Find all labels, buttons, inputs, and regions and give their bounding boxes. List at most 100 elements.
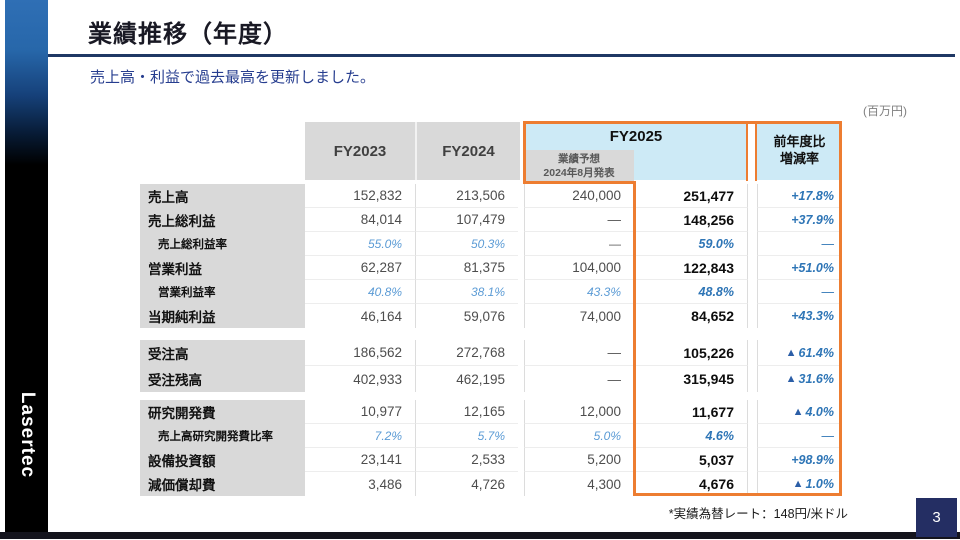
- sidebar-brand-bar: Lasertec: [5, 0, 48, 532]
- decrease-triangle-marker: ▲: [785, 346, 797, 359]
- yoy-cell: —: [757, 424, 842, 448]
- row-label: 営業利益: [140, 256, 305, 280]
- fx-rate-footnote: *実績為替レート：148円/米ドル: [668, 507, 848, 521]
- table-cell: 5.7%: [415, 424, 518, 448]
- table-cell: 12,165: [415, 400, 518, 424]
- table-cell: 81,375: [415, 256, 518, 280]
- table-cell: 43.3%: [524, 280, 634, 304]
- column-gap: [748, 400, 757, 424]
- table-cell: 104,000: [524, 256, 634, 280]
- yoy-cell: +98.9%: [757, 448, 842, 472]
- row-label: 売上高: [140, 184, 305, 208]
- highlight-edge-header-divider2: [755, 121, 757, 181]
- highlight-edge-step: [523, 181, 636, 184]
- table-cell: 213,506: [415, 184, 518, 208]
- highlight-edge-top: [523, 121, 842, 124]
- row-label: 受注高: [140, 340, 305, 366]
- forecast-label-line2: 2024年8月発表: [543, 166, 615, 179]
- table-cell: 48.8%: [634, 280, 748, 304]
- title-underline: [48, 54, 955, 57]
- row-label: 研究開発費: [140, 400, 305, 424]
- yoy-cell: —: [757, 232, 842, 256]
- yoy-cell: ▲ 4.0%: [757, 400, 842, 424]
- table-cell: 40.8%: [305, 280, 415, 304]
- row-label: 設備投資額: [140, 448, 305, 472]
- table-cell: 315,945: [634, 366, 748, 392]
- highlight-edge-left-upper: [523, 121, 526, 183]
- column-gap: [748, 208, 757, 232]
- row-label: 減価償却費: [140, 472, 305, 496]
- table-section-profit: 売上高 152,832 213,506 240,000 251,477 +17.8% 売上総…: [140, 184, 842, 328]
- table-cell: 62,287: [305, 256, 415, 280]
- row-label: 売上高研究開発費比率: [140, 424, 305, 448]
- column-gap: [748, 448, 757, 472]
- table-cell: 23,141: [305, 448, 415, 472]
- page-number-badge: 3: [916, 498, 957, 537]
- table-cell: —: [524, 340, 634, 366]
- highlight-edge-header-divider1: [746, 121, 748, 181]
- table-cell: 462,195: [415, 366, 518, 392]
- yoy-cell: ▲ 31.6%: [757, 366, 842, 392]
- lasertec-logo: Lasertec: [16, 391, 38, 479]
- table-cell: 46,164: [305, 304, 415, 328]
- decrease-triangle-marker: ▲: [792, 405, 804, 418]
- row-label: 当期純利益: [140, 304, 305, 328]
- col-header-forecast: 業績予想 2024年8月発表: [524, 150, 634, 183]
- table-cell: 5,200: [524, 448, 634, 472]
- key-message: 売上高・利益で過去最高を更新しました。: [90, 69, 376, 86]
- table-cell: —: [524, 208, 634, 232]
- row-label: 営業利益率: [140, 280, 305, 304]
- highlight-edge-right: [839, 121, 842, 496]
- table-cell: 251,477: [634, 184, 748, 208]
- table-cell: 148,256: [634, 208, 748, 232]
- column-gap: [748, 280, 757, 304]
- highlight-edge-left-lower: [633, 181, 636, 496]
- table-cell: 240,000: [524, 184, 634, 208]
- column-gap: [748, 340, 757, 366]
- table-cell: —: [524, 366, 634, 392]
- bottom-border-bar: [0, 532, 960, 539]
- yoy-cell: ▲ 61.4%: [757, 340, 842, 366]
- table-cell: 152,832: [305, 184, 415, 208]
- row-label: 受注残高: [140, 366, 305, 392]
- table-cell: 402,933: [305, 366, 415, 392]
- column-gap: [748, 424, 757, 448]
- table-section-investment: 研究開発費 10,977 12,165 12,000 11,677 ▲ 4.0% 売上高研究開…: [140, 400, 842, 496]
- table-cell: 10,977: [305, 400, 415, 424]
- table-cell: 5,037: [634, 448, 748, 472]
- table-cell: 38.1%: [415, 280, 518, 304]
- table-section-orders: 受注高 186,562 272,768—105,226 ▲ 61.4% 受注残高 402,9…: [140, 340, 842, 392]
- column-gap: [748, 256, 757, 280]
- row-label: 売上総利益: [140, 208, 305, 232]
- yoy-cell: +43.3%: [757, 304, 842, 328]
- table-cell: 7.2%: [305, 424, 415, 448]
- table-cell: 5.0%: [524, 424, 634, 448]
- column-gap: [748, 232, 757, 256]
- yoy-value: 61.4%: [798, 345, 834, 360]
- forecast-label-line1: 業績予想: [558, 152, 600, 165]
- yoy-cell: +17.8%: [757, 184, 842, 208]
- table-cell: 4.6%: [634, 424, 748, 448]
- table-cell: 59.0%: [634, 232, 748, 256]
- column-gap: [748, 366, 757, 392]
- table-cell: 122,843: [634, 256, 748, 280]
- table-cell: 55.0%: [305, 232, 415, 256]
- table-cell: 2,533: [415, 448, 518, 472]
- yoy-label-line2: 増減率: [779, 151, 819, 166]
- decrease-triangle-marker: ▲: [792, 478, 804, 490]
- table-cell: 272,768: [415, 340, 518, 366]
- col-header-fy2023: FY2023: [305, 122, 415, 180]
- table-cell: 4,726: [415, 472, 518, 496]
- column-gap: [748, 304, 757, 328]
- row-label: 売上総利益率: [140, 232, 305, 256]
- table-cell: 12,000: [524, 400, 634, 424]
- decrease-triangle-marker: ▲: [785, 373, 797, 385]
- highlight-edge-bottom: [633, 493, 842, 496]
- yoy-value: 4.0%: [805, 404, 835, 419]
- table-cell: 84,014: [305, 208, 415, 232]
- table-cell: 4,300: [524, 472, 634, 496]
- table-cell: 4,676: [634, 472, 748, 496]
- yoy-value: 31.6%: [798, 372, 834, 386]
- col-header-yoy: 前年度比 増減率: [757, 122, 842, 180]
